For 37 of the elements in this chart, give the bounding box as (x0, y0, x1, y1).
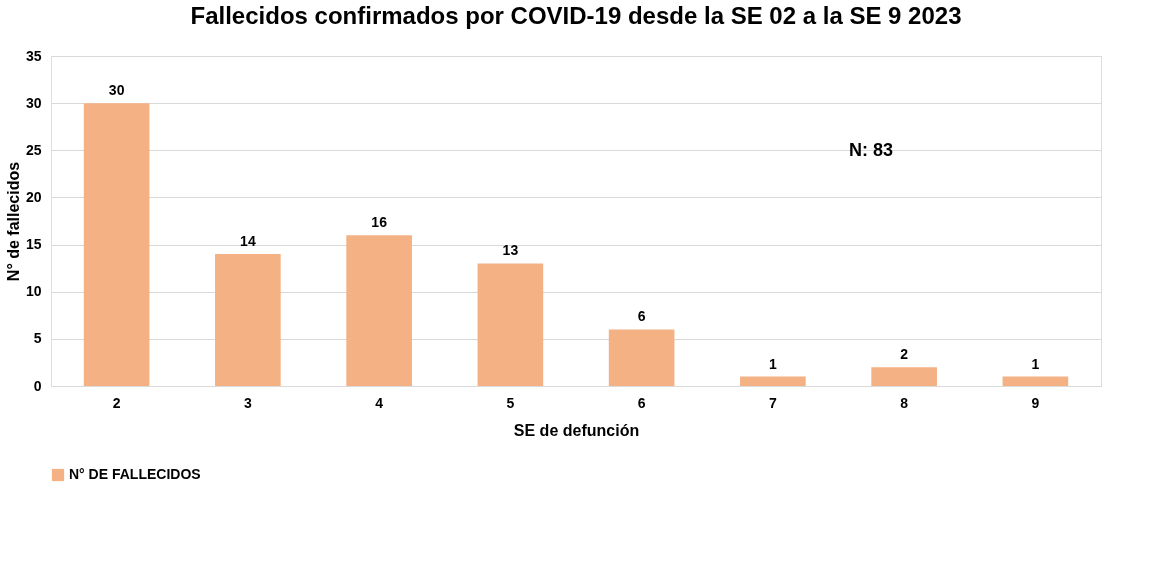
y-tick-label: 5 (33, 330, 42, 347)
x-tick-label: 3 (243, 394, 252, 411)
x-tick-label: 5 (506, 394, 515, 411)
bar (871, 367, 937, 386)
data-label: 14 (240, 233, 256, 249)
x-tick-label: 7 (768, 394, 777, 411)
y-tick-label: 20 (25, 188, 42, 205)
bar (215, 254, 281, 386)
y-axis-title: N° de fallecidos (4, 161, 22, 282)
legend-label: N° DE FALLECIDOS (69, 466, 201, 482)
data-label: 1 (768, 355, 777, 372)
y-tick-label: 10 (25, 283, 42, 300)
data-label: 6 (637, 308, 646, 325)
y-tick-label: 0 (33, 377, 42, 394)
y-tick-label: 30 (25, 94, 42, 111)
data-label: 2 (900, 346, 909, 363)
data-label: 13 (502, 242, 519, 259)
bar (477, 263, 544, 386)
x-tick-label: 8 (900, 394, 909, 411)
y-tick-label: 35 (25, 47, 42, 64)
chart-title: Fallecidos confirmados por COVID-19 desde la SE 02 a la SE 9 2023 (190, 2, 962, 29)
bar (1002, 376, 1069, 386)
bar (740, 376, 806, 386)
bar (608, 329, 675, 386)
x-tick-label: 9 (1031, 394, 1040, 411)
bar (83, 103, 150, 386)
y-tick-label: 25 (25, 141, 42, 158)
data-label: 30 (108, 82, 125, 99)
x-tick-label: 6 (637, 394, 646, 411)
data-label: 16 (371, 214, 388, 231)
x-tick-label: 4 (375, 394, 384, 411)
x-tick-label: 2 (112, 394, 121, 411)
bar (346, 235, 412, 386)
y-tick-label: 15 (25, 236, 42, 253)
x-axis-title: SE de defunción (513, 421, 640, 439)
data-label: 1 (1031, 355, 1040, 372)
annotation: N: 83 (848, 140, 894, 160)
